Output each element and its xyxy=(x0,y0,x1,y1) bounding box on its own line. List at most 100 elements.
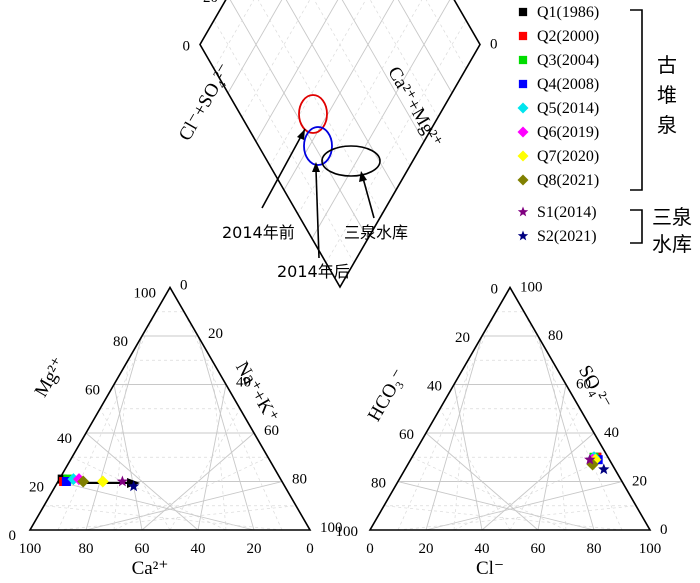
diamond-grid-b xyxy=(213,20,355,263)
anion-grid-d1 xyxy=(397,311,497,531)
cation-grid-d2 xyxy=(169,408,241,531)
legend-q4-label: Q4(2008) xyxy=(537,76,599,93)
cation-right-tick: 60 xyxy=(264,423,279,439)
anion-grid-d2 xyxy=(425,481,623,531)
post-2014-arrowhead xyxy=(312,162,320,172)
anion-grid-d2 xyxy=(537,384,567,531)
diamond-left-tick: 0 xyxy=(183,39,191,55)
diamond-grid-b xyxy=(285,0,397,191)
cation-grid-d1 xyxy=(43,505,283,531)
cation-grid-d2 xyxy=(183,311,283,531)
cation-bottom-tick: 20 xyxy=(247,541,262,557)
cation-bottom-tick: 100 xyxy=(19,541,42,557)
diamond-right-tick: 0 xyxy=(490,37,498,53)
anion-right-tick: 20 xyxy=(632,474,647,490)
legend-q6-label: Q6(2019) xyxy=(537,124,599,141)
diamond-grid-b xyxy=(397,0,453,94)
post-2014-arrow xyxy=(315,169,320,259)
cation-grid-d1 xyxy=(71,456,227,531)
diamond-right-axis-title: Ca²⁺+Mg²⁺ xyxy=(383,63,446,151)
cation-grid-d1 xyxy=(57,311,157,531)
diamond-grid-a xyxy=(283,0,395,191)
legend-markers xyxy=(517,7,529,241)
frame-layer xyxy=(28,0,652,531)
anion-left-axis-title: HCO₃⁻ xyxy=(364,365,411,425)
anion-grid-d1 xyxy=(383,505,623,531)
anion-left-tick: 80 xyxy=(371,476,386,492)
legend-marker-s2-2021 xyxy=(517,230,529,241)
anion-right-tick: 60 xyxy=(576,377,591,393)
anion-bottom-tick: 80 xyxy=(587,541,602,557)
legend-marker-q5-2014 xyxy=(517,102,529,114)
legend-group-spring-char-2: 堆 xyxy=(657,83,677,107)
cation-grid-d2 xyxy=(57,505,297,531)
cation-right-axis-title: Na⁺+K⁺ xyxy=(231,358,283,426)
legend-marker-q8-2021 xyxy=(517,174,529,186)
legend-group-reservoir-line-2: 水库 xyxy=(652,232,692,256)
diamond-grid-a xyxy=(325,20,467,263)
cation-triangle-frame xyxy=(28,285,312,531)
anion-grid-d2 xyxy=(523,311,623,531)
diamond-grid-a xyxy=(213,0,255,69)
anion-right-tick: 80 xyxy=(548,328,563,344)
anion-point-s1-2014 xyxy=(584,453,596,465)
cation-right-tick: 80 xyxy=(292,472,307,488)
cation-bottom-tick: 40 xyxy=(191,541,206,557)
legend: Q1(1986) Q2(2000) Q3(2004) Q4(2008) Q5(2… xyxy=(517,4,692,256)
cation-left-tick: 20 xyxy=(29,480,44,496)
cation-grid-d2 xyxy=(197,384,227,531)
anion-bottom-tick: 20 xyxy=(419,541,434,557)
pre-2014-arrowhead xyxy=(297,129,305,140)
legend-q2-label: Q2(2000) xyxy=(537,28,599,45)
anion-bottom-tick: 100 xyxy=(639,541,662,557)
anion-left-tick: 0 xyxy=(491,282,499,298)
legend-q5-label: Q5(2014) xyxy=(537,100,599,117)
cation-left-tick: 80 xyxy=(113,334,128,350)
anion-right-tick: 0 xyxy=(660,522,668,538)
cation-grid-d2 xyxy=(197,335,255,531)
cation-right-tick: 20 xyxy=(208,326,223,342)
diamond-grid-b xyxy=(341,0,425,142)
legend-q1-label: Q1(1986) xyxy=(537,4,599,21)
diamond-left-tick: 20 xyxy=(203,0,218,6)
cation-grid-d2 xyxy=(211,360,227,531)
legend-marker-q7-2020 xyxy=(517,150,529,162)
cation-right-tick: 0 xyxy=(180,278,188,294)
legend-s1-label: S1(2014) xyxy=(537,204,597,221)
diamond-grid-b xyxy=(313,0,411,166)
anion-grid-d1 xyxy=(411,456,567,531)
diamond-grid-b xyxy=(425,0,467,69)
cation-right-tick: 100 xyxy=(320,520,343,536)
anion-grid-d2 xyxy=(453,456,609,531)
anion-bottom-tick: 0 xyxy=(366,541,374,557)
anion-grid-d1 xyxy=(425,432,539,531)
cation-grid-d2 xyxy=(113,456,269,531)
post-2014-annotation: 2014年后 xyxy=(277,262,350,281)
legend-marker-q2-2000 xyxy=(518,31,528,41)
legend-reservoir-bracket xyxy=(630,209,643,244)
cation-left-tick: 100 xyxy=(134,286,157,302)
cation-bottom-tick: 60 xyxy=(135,541,150,557)
pre-2014-annotation: 2014年前 xyxy=(222,223,295,242)
diamond-left-axis-title: Cl⁻+SO₄²⁻ xyxy=(175,60,236,144)
reservoir-annotation: 三泉水库 xyxy=(344,223,408,242)
legend-group-spring-char-1: 古 xyxy=(657,53,677,77)
cation-left-tick: 60 xyxy=(85,383,100,399)
legend-marker-q1-1986 xyxy=(518,7,528,17)
legend-group-reservoir-line-1: 三泉 xyxy=(652,205,692,229)
cation-grid-d1 xyxy=(99,408,171,531)
anion-bottom-tick: 60 xyxy=(531,541,546,557)
cation-left-tick: 40 xyxy=(57,431,72,447)
anion-grid-d1 xyxy=(439,408,511,531)
reservoir-arrow xyxy=(362,177,375,219)
legend-q7-label: Q7(2020) xyxy=(537,148,599,165)
cation-right-tick: 40 xyxy=(236,375,251,391)
legend-marker-q3-2004 xyxy=(518,55,528,65)
cation-grid-d1 xyxy=(57,481,255,531)
legend-q3-label: Q3(2004) xyxy=(537,52,599,69)
cation-point-q8-2021 xyxy=(77,475,90,488)
post-2014-ellipse xyxy=(303,126,333,166)
anion-right-tick: 100 xyxy=(520,280,543,296)
diamond-grid-a xyxy=(255,0,339,142)
